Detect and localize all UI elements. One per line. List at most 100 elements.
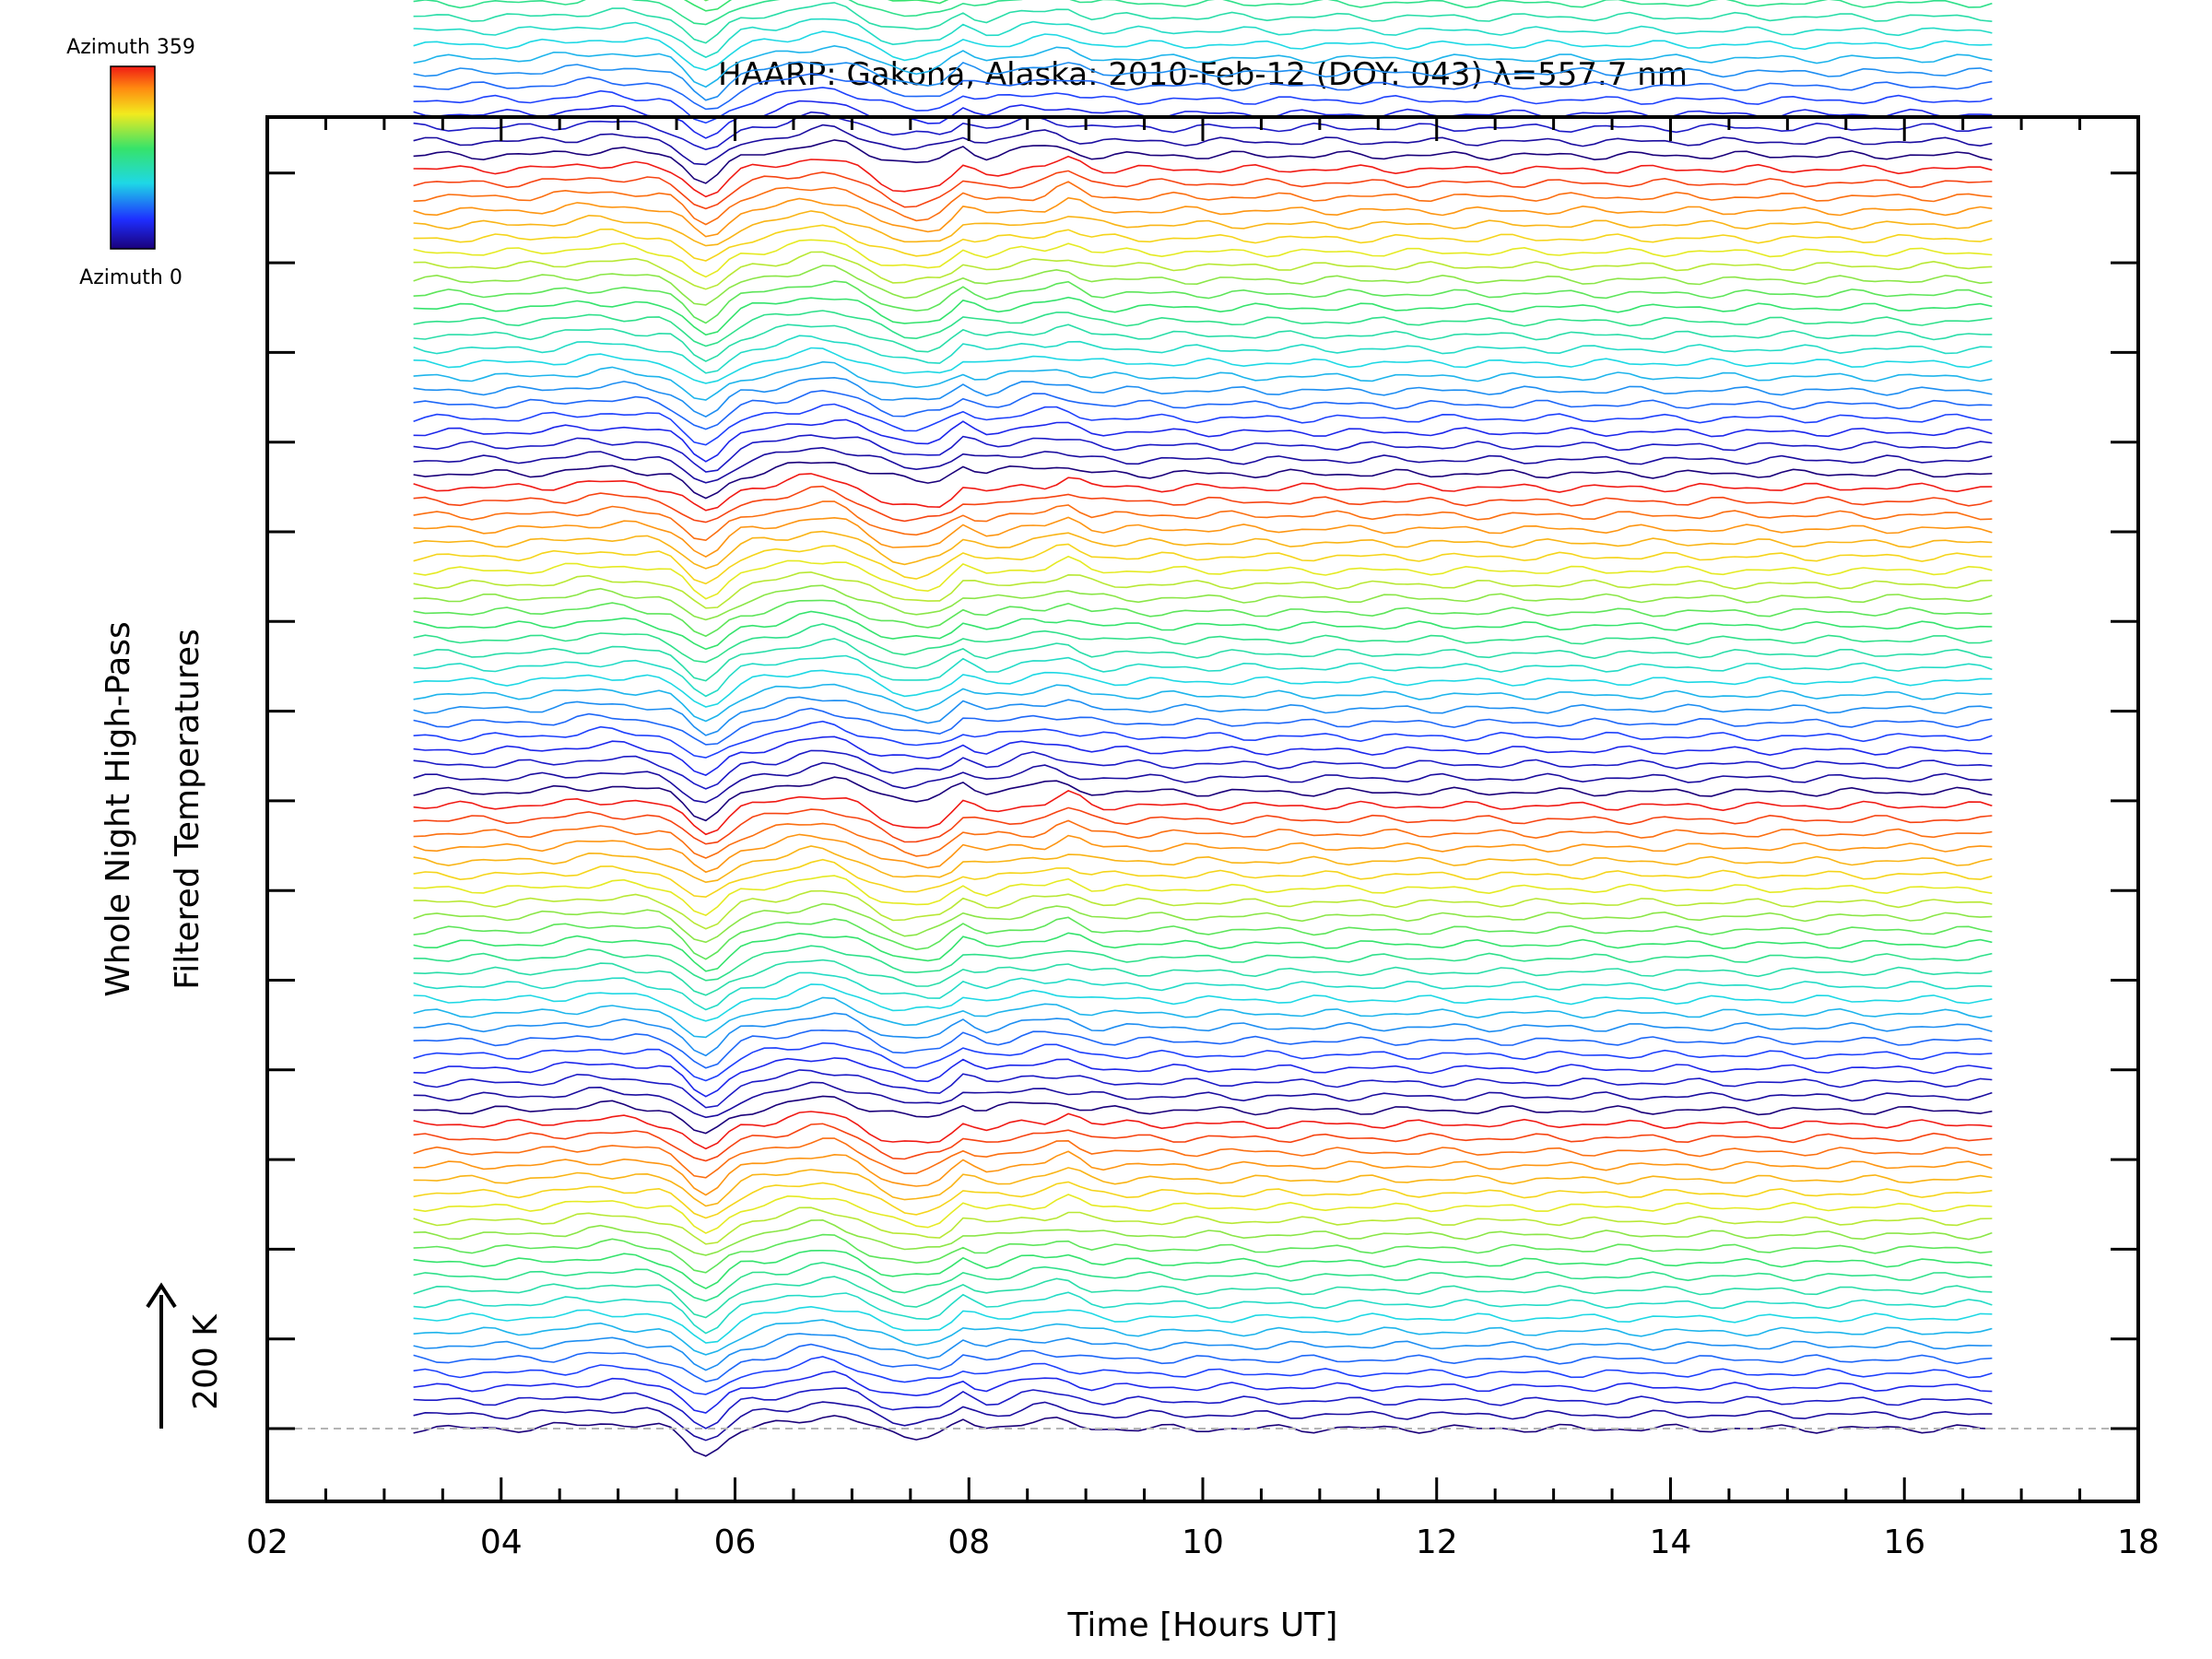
azimuth-trace: [413, 932, 1993, 972]
azimuth-trace: [413, 1041, 1993, 1082]
azimuth-trace: [413, 347, 1993, 384]
azimuth-trace: [413, 996, 1993, 1039]
azimuth-trace: [413, 1081, 1993, 1119]
azimuth-trace: [413, 858, 1993, 899]
azimuth-trace: [413, 623, 1993, 664]
azimuth-trace: [413, 296, 1993, 336]
scale-bar-arrowhead: [146, 1282, 177, 1309]
azimuth-trace: [413, 0, 1993, 26]
azimuth-trace: [413, 806, 1993, 845]
colorbar: Azimuth 359 Azimuth 0: [66, 36, 195, 289]
azimuth-trace: [413, 44, 1993, 88]
azimuth-trace: [413, 1233, 1993, 1274]
x-tick-label: 14: [1650, 1524, 1692, 1561]
azimuth-trace: [413, 1069, 1993, 1109]
azimuth-trace: [413, 1137, 1993, 1179]
axis-ticks: [265, 117, 2140, 1501]
azimuth-trace: [413, 707, 1993, 746]
azimuth-trace: [413, 983, 1993, 1022]
colorbar-gradient: [110, 65, 156, 250]
azimuth-trace: [413, 124, 1993, 166]
azimuth-trace: [413, 902, 1993, 944]
azimuth-trace: [413, 761, 1993, 804]
azimuth-trace: [413, 1262, 1993, 1302]
azimuth-trace: [413, 446, 1993, 484]
azimuth-trace: [413, 1029, 1993, 1069]
azimuth-trace: [413, 2, 1993, 44]
azimuth-trace: [413, 916, 1993, 960]
x-tick-label: 04: [480, 1524, 523, 1561]
azimuth-trace: [413, 310, 1993, 347]
azimuth-trace: [413, 1343, 1993, 1382]
azimuth-trace: [413, 251, 1993, 290]
azimuth-trace: [413, 584, 1993, 621]
x-tick-labels: 02 04 06 08 10 12 14 16 18: [246, 1524, 2159, 1561]
scale-bar: 200 K: [146, 1282, 225, 1429]
azimuth-trace: [413, 1415, 1993, 1457]
y-axis-label-line1: Whole Night High-Pass: [100, 621, 137, 997]
azimuth-trace: [413, 1167, 1993, 1207]
azimuth-trace: [413, 599, 1993, 638]
x-tick-label: 10: [1182, 1524, 1224, 1561]
azimuth-trace: [413, 669, 1993, 708]
azimuth-trace: [413, 461, 1993, 500]
azimuth-trace: [413, 720, 1993, 759]
azimuth-trace: [413, 610, 1993, 651]
azimuth-trace: [413, 638, 1993, 682]
azimuth-trace: [413, 181, 1993, 226]
azimuth-trace: [413, 30, 1993, 71]
azimuth-trace: [413, 530, 1993, 570]
azimuth-trace: [413, 833, 1993, 874]
azimuth-trace: [413, 61, 1993, 101]
azimuth-trace: [413, 683, 1993, 723]
colorbar-top-label: Azimuth 359: [66, 36, 195, 59]
azimuth-trace: [413, 875, 1993, 916]
azimuth-trace: [413, 376, 1993, 418]
azimuth-trace: [413, 516, 1993, 559]
azimuth-trace: [413, 280, 1993, 324]
x-tick-label: 06: [714, 1524, 757, 1561]
azimuth-trace: [413, 1356, 1993, 1395]
azimuth-trace: [413, 555, 1993, 600]
azimuth-trace: [413, 239, 1993, 278]
azimuth-trace: [413, 735, 1993, 776]
azimuth-trace: [413, 224, 1993, 262]
traces: [413, 0, 1993, 1457]
azimuth-trace: [413, 1305, 1993, 1344]
azimuth-trace: [413, 170, 1993, 210]
azimuth-trace: [413, 819, 1993, 859]
azimuth-trace: [413, 1218, 1993, 1256]
azimuth-trace: [413, 889, 1993, 930]
azimuth-trace: [413, 1012, 1993, 1057]
azimuth-trace: [413, 945, 1993, 982]
azimuth-trace: [413, 196, 1993, 238]
azimuth-trace: [413, 971, 1993, 1011]
azimuth-trace: [413, 1387, 1993, 1430]
azimuth-trace: [413, 18, 1993, 58]
azimuth-trace: [413, 1249, 1993, 1289]
azimuth-trace: [413, 335, 1993, 374]
azimuth-trace: [413, 500, 1993, 542]
azimuth-trace: [413, 1111, 1993, 1150]
azimuth-trace: [413, 87, 1993, 124]
azimuth-trace: [413, 696, 1993, 736]
x-tick-label: 08: [947, 1524, 990, 1561]
azimuth-trace: [413, 403, 1993, 446]
azimuth-trace: [413, 155, 1993, 198]
scale-bar-label: 200 K: [187, 1313, 225, 1410]
azimuth-trace: [413, 1206, 1993, 1245]
azimuth-trace: [413, 1333, 1993, 1371]
azimuth-trace: [413, 418, 1993, 463]
azimuth-trace: [413, 360, 1993, 401]
azimuth-trace: [413, 845, 1993, 884]
azimuth-trace: [413, 73, 1993, 111]
y-axis-label-line2: Filtered Temperatures: [169, 629, 206, 990]
azimuth-trace: [413, 1095, 1993, 1135]
azimuth-trace: [413, 654, 1993, 698]
azimuth-trace: [413, 959, 1993, 996]
azimuth-trace: [413, 543, 1993, 585]
azimuth-trace: [413, 434, 1993, 473]
azimuth-trace: [413, 1194, 1993, 1234]
azimuth-trace: [413, 1371, 1993, 1414]
